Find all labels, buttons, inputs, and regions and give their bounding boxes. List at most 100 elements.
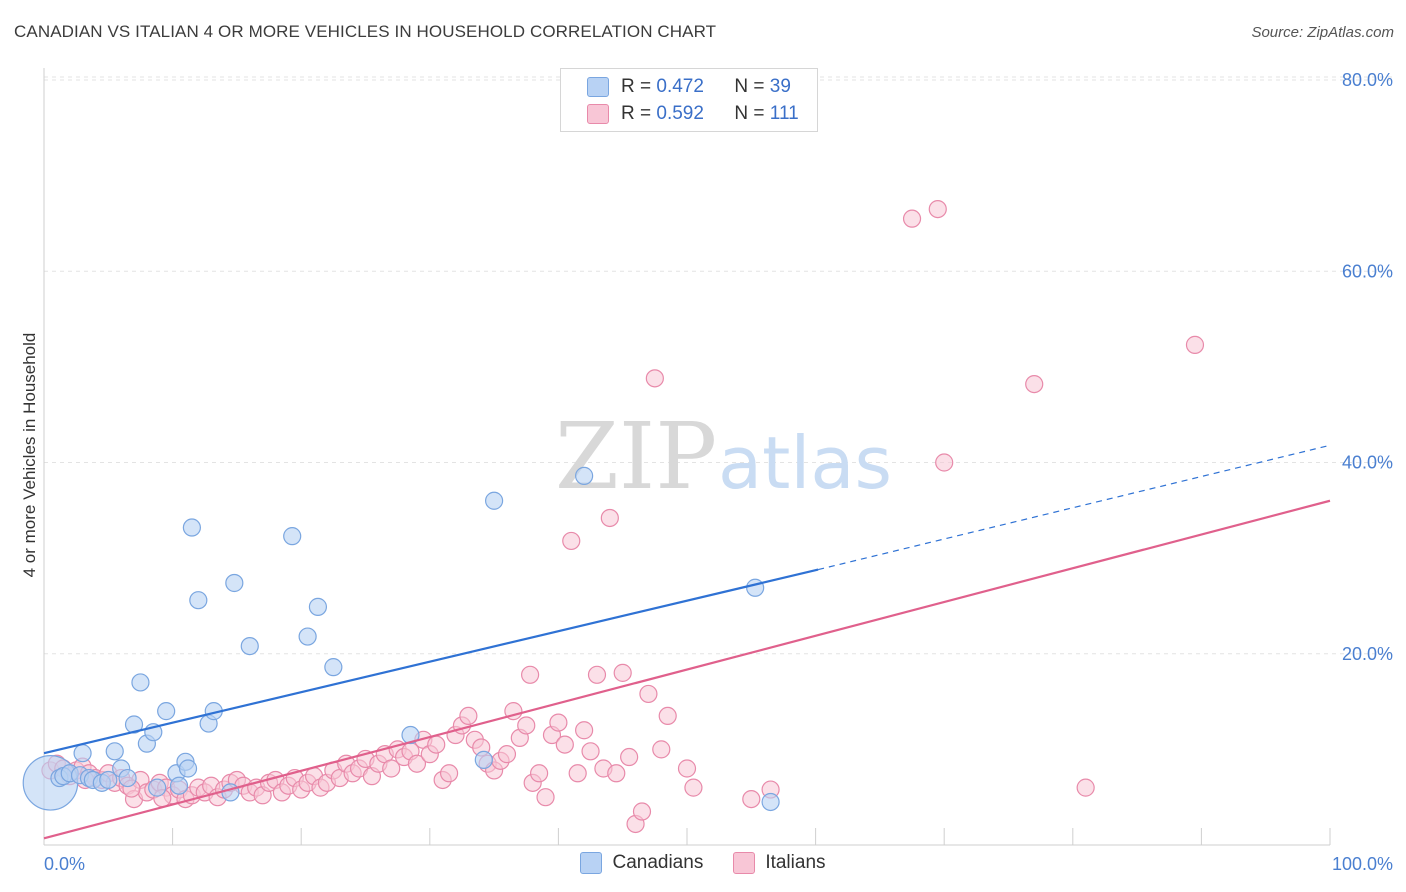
italians-point [562, 531, 581, 551]
italians-point [652, 740, 671, 759]
canadians-point [157, 702, 176, 721]
italians-point [549, 713, 568, 732]
n-label: N = [734, 76, 765, 97]
canadians-point [283, 527, 302, 546]
canadians-point [308, 597, 328, 616]
italians-point [407, 754, 427, 773]
tick-labels: 20.0% 40.0% 60.0% 80.0% 0.0% 100.0% [44, 70, 1393, 874]
italians-point [536, 788, 555, 807]
canadians-point [401, 725, 420, 745]
canadians-point [240, 636, 259, 656]
italians-point [677, 759, 697, 778]
gridlines [44, 76, 1392, 655]
italians-point [658, 706, 677, 726]
italians-point [620, 747, 639, 767]
canadians-point [485, 491, 504, 510]
italians-point [568, 764, 587, 783]
italians-point [645, 369, 664, 388]
y-tick-label: 20.0% [1342, 644, 1393, 664]
italians-point [497, 745, 517, 764]
italians-point [459, 706, 478, 726]
legend-item-canadians[interactable]: Canadians [580, 852, 703, 874]
y-tick-label: 60.0% [1342, 261, 1393, 281]
series-legend: Canadians Italians [0, 852, 1406, 874]
canadians-point [99, 770, 118, 790]
canadians-point [474, 750, 493, 769]
canadians-n-value: 39 [769, 76, 791, 97]
italians-r-value: 0.592 [656, 103, 704, 124]
canadians-points [22, 466, 780, 812]
italians-point [742, 789, 761, 809]
canadians-point [761, 792, 780, 812]
italians-trend-line [43, 499, 1331, 840]
italians-point [521, 665, 540, 684]
canadians-point [575, 466, 594, 485]
trend-lines [43, 444, 1331, 840]
italians-point [632, 802, 652, 821]
canadians-point [131, 673, 150, 692]
italians-point [613, 663, 632, 682]
stats-legend: R = 0.472 N = 39 R = 0.592 N = 111 [560, 68, 818, 132]
italians-legend-label: Italians [765, 852, 826, 873]
canadians-point [189, 591, 208, 610]
y-tick-label: 40.0% [1342, 453, 1393, 473]
r-label: R = [621, 76, 652, 97]
italians-point [587, 665, 607, 684]
n-label: N = [734, 103, 765, 124]
canadians-point [73, 744, 92, 763]
canadians-r-value: 0.472 [656, 76, 704, 97]
italians-point [575, 721, 594, 740]
canadians-point [225, 573, 244, 593]
legend-row-canadians: R = 0.472 N = 39 [587, 75, 791, 99]
canadians-point [124, 715, 144, 734]
italians-points [41, 199, 1205, 834]
watermark-atlas: atlas [718, 421, 892, 505]
italians-legend-swatch [733, 852, 756, 874]
canadians-point [746, 578, 765, 597]
canadians-legend-label: Canadians [612, 852, 704, 873]
x-tick-label: 0.0% [44, 854, 85, 874]
italians-point [581, 742, 600, 761]
italians-point [639, 684, 658, 704]
canadians-point [22, 755, 79, 811]
r-label: R = [621, 103, 652, 124]
canadians-trend-line [43, 568, 819, 755]
canadians-point [221, 783, 240, 802]
watermark: ZIP atlas [555, 403, 892, 510]
legend-item-italians[interactable]: Italians [733, 852, 826, 874]
italians-point [928, 199, 947, 219]
legend-row-italians: R = 0.592 N = 111 [587, 102, 799, 126]
canadians-trend-extension [818, 444, 1331, 571]
italians-point [555, 735, 574, 754]
chart-title: CANADIAN VS ITALIAN 4 OR MORE VEHICLES I… [14, 22, 717, 41]
canadians-point [148, 778, 167, 797]
italians-point [427, 735, 446, 754]
x-tick-label: 100.0% [1332, 854, 1393, 874]
italians-point [530, 764, 549, 783]
canadians-point [169, 776, 189, 795]
italians-point [517, 716, 536, 735]
canadians-point [118, 768, 137, 788]
italians-point [1025, 374, 1044, 394]
italians-swatch [587, 104, 609, 124]
y-tick-label: 80.0% [1342, 70, 1393, 90]
italians-point [382, 759, 401, 778]
canadians-legend-swatch [580, 852, 603, 874]
canadians-point [324, 658, 343, 677]
italians-point [439, 764, 459, 783]
italians-point [902, 209, 922, 228]
italians-point [684, 778, 703, 797]
canadians-swatch [587, 77, 609, 97]
italians-n-value: 111 [769, 103, 799, 124]
italians-point [607, 764, 626, 783]
italians-point [1185, 335, 1205, 354]
italians-point [600, 508, 619, 528]
italians-point [935, 453, 954, 472]
canadians-point [298, 627, 317, 646]
canadians-point [105, 742, 124, 761]
italians-point [1076, 778, 1095, 797]
canadians-point [182, 518, 201, 537]
canadians-point [178, 759, 198, 778]
source-credit: Source: ZipAtlas.com [1251, 24, 1394, 41]
